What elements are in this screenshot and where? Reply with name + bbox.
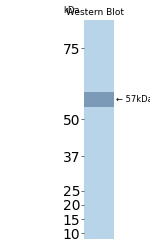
Bar	[84, 92, 114, 106]
Text: kDa: kDa	[64, 6, 80, 15]
Text: ← 57kDa: ← 57kDa	[116, 95, 150, 104]
Bar	[84, 20, 114, 239]
Text: Western Blot: Western Blot	[66, 8, 124, 17]
